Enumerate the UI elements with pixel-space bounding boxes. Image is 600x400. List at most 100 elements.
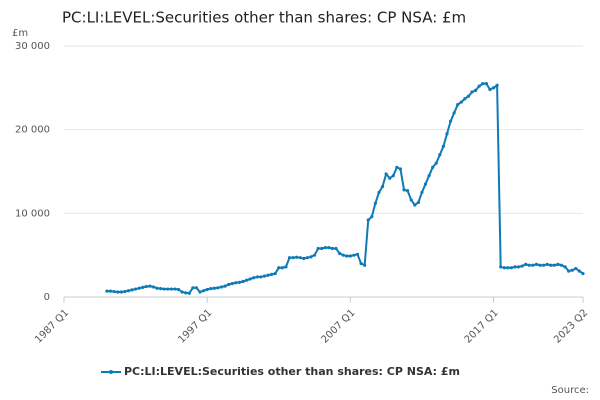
- data-point: [466, 94, 471, 98]
- data-point: [552, 263, 556, 267]
- data-point: [359, 261, 363, 266]
- data-point: [391, 174, 395, 178]
- data-point: [305, 256, 309, 260]
- data-point: [445, 132, 449, 136]
- data-point: [273, 271, 277, 276]
- data-point: [384, 172, 388, 176]
- data-point: [574, 266, 578, 271]
- data-point: [284, 265, 288, 269]
- data-point: [280, 266, 284, 270]
- y-tick-label: 30 000: [15, 41, 50, 52]
- data-point: [316, 246, 320, 251]
- data-point: [287, 256, 292, 260]
- data-point: [563, 265, 567, 269]
- data-point: [556, 262, 560, 266]
- data-point: [570, 268, 574, 272]
- data-point: [191, 286, 195, 290]
- data-point: [380, 184, 385, 189]
- data-point: [248, 277, 252, 281]
- data-point: [488, 87, 492, 92]
- data-point: [577, 269, 582, 273]
- data-point: [194, 286, 199, 290]
- data-point: [545, 262, 549, 266]
- data-point: [509, 266, 514, 270]
- data-point: [416, 200, 420, 205]
- data-point: [144, 284, 148, 289]
- data-point: [212, 286, 216, 290]
- data-point: [105, 289, 109, 293]
- data-point: [395, 165, 399, 169]
- data-point: [209, 287, 213, 291]
- data-point: [456, 102, 460, 107]
- data-point: [463, 97, 467, 101]
- data-point: [205, 287, 209, 292]
- data-point: [108, 289, 113, 293]
- data-point: [355, 252, 360, 256]
- data-point: [345, 254, 349, 258]
- y-tick-label: 10 000: [15, 208, 50, 219]
- data-point: [309, 255, 313, 259]
- data-point: [252, 276, 256, 280]
- data-point: [176, 287, 181, 292]
- data-point: [559, 263, 564, 267]
- data-point: [259, 275, 263, 279]
- data-point: [323, 246, 327, 250]
- data-point: [266, 273, 270, 277]
- data-point: [474, 88, 478, 92]
- data-point: [133, 287, 138, 291]
- data-point: [348, 254, 352, 258]
- data-point: [524, 262, 528, 266]
- data-point: [262, 274, 267, 278]
- data-point: [434, 161, 438, 165]
- data-point: [180, 290, 184, 294]
- data-point: [166, 287, 170, 291]
- data-point: [377, 190, 381, 195]
- data-point: [423, 182, 428, 186]
- data-point: [567, 269, 571, 273]
- data-point: [420, 190, 424, 195]
- data-point: [116, 290, 120, 294]
- data-point: [234, 281, 238, 285]
- data-point: [130, 288, 134, 292]
- data-point: [327, 246, 331, 250]
- data-point: [549, 263, 553, 267]
- data-point: [216, 286, 220, 290]
- data-point: [295, 255, 299, 259]
- data-point: [481, 82, 485, 86]
- data-point: [155, 286, 159, 290]
- data-point: [506, 266, 510, 270]
- data-point: [484, 82, 488, 86]
- data-point: [277, 266, 281, 270]
- data-point: [241, 279, 245, 284]
- data-point: [291, 256, 295, 260]
- data-point: [270, 272, 274, 277]
- data-point: [198, 290, 202, 294]
- data-point: [441, 144, 446, 148]
- data-point: [227, 282, 231, 287]
- data-point: [499, 265, 503, 269]
- data-point: [438, 153, 442, 157]
- x-tick-label: 2023 Q2: [552, 307, 590, 345]
- data-point: [334, 246, 338, 251]
- data-point: [388, 176, 392, 180]
- y-axis-label: £m: [12, 28, 28, 39]
- data-point: [413, 203, 417, 207]
- data-point: [448, 119, 453, 123]
- x-tick-label: 2017 Q1: [463, 307, 501, 345]
- data-point: [581, 271, 585, 276]
- data-point: [312, 253, 317, 257]
- data-point: [151, 285, 156, 289]
- data-point: [516, 265, 521, 269]
- data-point: [427, 174, 431, 178]
- data-point: [398, 167, 403, 171]
- y-tick-label: 20 000: [15, 125, 50, 136]
- data-point: [495, 83, 499, 87]
- data-point: [341, 253, 345, 257]
- data-point: [459, 100, 463, 104]
- data-point: [141, 285, 145, 289]
- data-point: [173, 287, 177, 291]
- y-tick-label: 0: [44, 292, 50, 303]
- source: Source:: [551, 385, 589, 396]
- data-point: [162, 287, 166, 291]
